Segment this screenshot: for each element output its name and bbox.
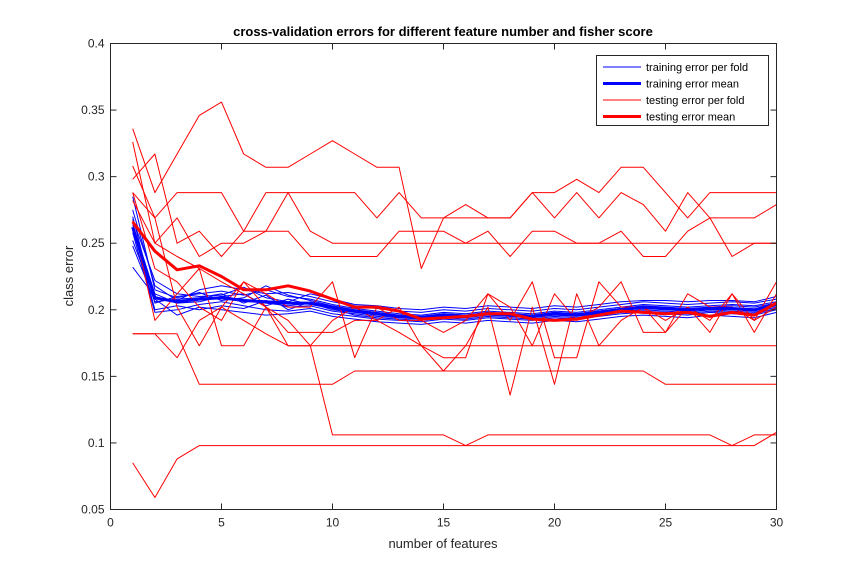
x-axis-label: number of features bbox=[388, 536, 498, 551]
x-tick-label: 25 bbox=[659, 516, 673, 530]
legend: training error per fold training error me… bbox=[596, 55, 769, 126]
y-tick-label: 0.35 bbox=[81, 103, 105, 117]
x-tick-label: 15 bbox=[437, 516, 451, 530]
testing-mean-line-22 bbox=[131, 220, 778, 322]
training-fold-line-4 bbox=[132, 240, 777, 325]
testing-fold-line-12 bbox=[132, 165, 777, 232]
y-tick-label: 0.15 bbox=[81, 369, 105, 383]
y-tick-label: 0.25 bbox=[81, 236, 105, 250]
series-layer bbox=[131, 101, 778, 498]
legend-label: testing error per fold bbox=[646, 95, 744, 107]
y-tick-label: 0.05 bbox=[81, 503, 105, 517]
chart-title: cross-validation errors for different fe… bbox=[233, 24, 653, 39]
y-tick-label: 0.1 bbox=[88, 436, 105, 450]
testing-fold-line-13 bbox=[132, 153, 777, 257]
y-tick-label: 0.3 bbox=[88, 170, 105, 184]
x-tick-label: 5 bbox=[218, 516, 225, 530]
testing-fold-line-14 bbox=[132, 141, 777, 257]
tick-layer: 0 5 10 15 20 25 30 0.05 0.1 0.15 0.2 0.25 0.3 0.35 0.4 bbox=[81, 37, 783, 530]
testing-fold-line-11 bbox=[132, 101, 777, 269]
y-tick-label: 0.4 bbox=[88, 37, 105, 51]
legend-label: training error per fold bbox=[646, 62, 748, 74]
testing-fold-line-17 bbox=[132, 220, 777, 359]
legend-label: testing error mean bbox=[646, 112, 735, 124]
x-tick-label: 30 bbox=[770, 516, 784, 530]
x-tick-label: 20 bbox=[548, 516, 562, 530]
testing-fold-line-19 bbox=[132, 306, 777, 359]
testing-fold-line-20 bbox=[132, 431, 777, 498]
y-tick-label: 0.2 bbox=[88, 303, 105, 317]
y-axis-label: class error bbox=[61, 245, 76, 306]
testing-fold-line-21 bbox=[132, 200, 777, 447]
x-tick-label: 0 bbox=[107, 516, 114, 530]
legend-label: training error mean bbox=[646, 79, 739, 91]
testing-fold-line-18 bbox=[132, 333, 777, 385]
x-tick-label: 10 bbox=[326, 516, 340, 530]
